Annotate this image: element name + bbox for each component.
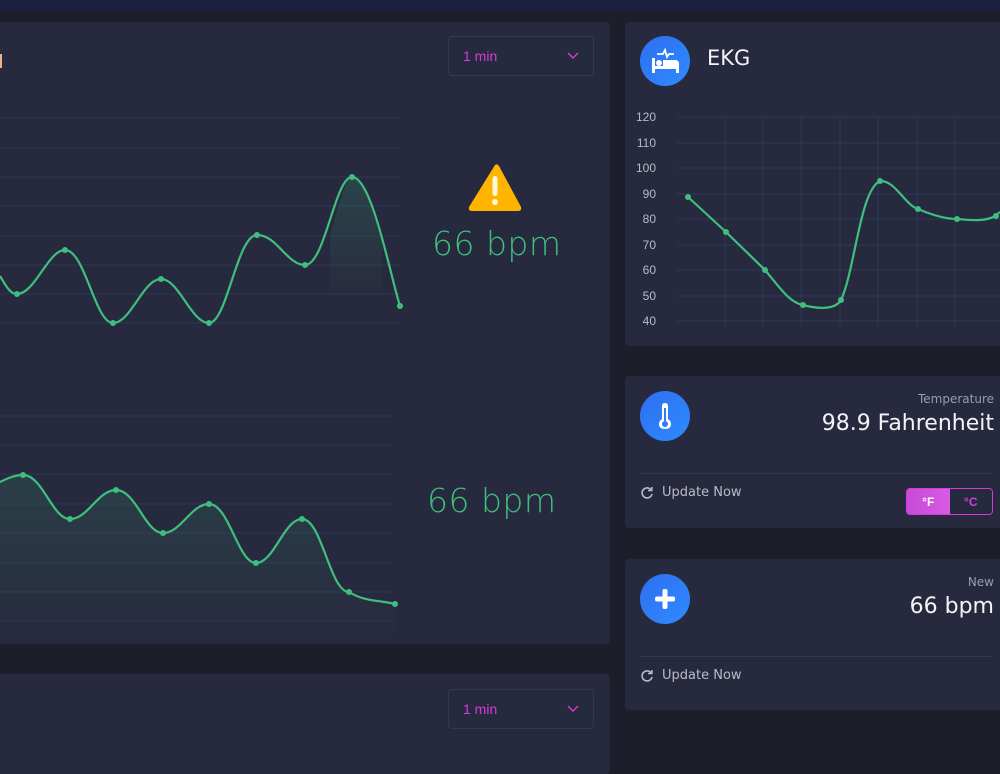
heart-rate-chart-1 [0,117,403,326]
svg-text:90: 90 [643,187,657,201]
new-value: 66 bpm [909,594,994,619]
svg-text:80: 80 [643,212,657,226]
top-bar [0,0,1000,12]
refresh-icon [641,486,653,499]
svg-text:50: 50 [643,289,657,303]
bottom-interval-select[interactable]: 1 min [448,689,594,729]
bed-heartbeat-icon [640,36,690,86]
card-title-fragment [0,54,2,68]
temperature-divider [640,473,993,474]
svg-text:60: 60 [643,263,657,277]
plus-icon[interactable] [640,574,690,624]
unit-fahrenheit-button[interactable]: °F [907,489,950,514]
ekg-title: EKG [707,46,751,70]
temperature-label: Temperature [917,392,994,406]
chevron-down-icon [567,705,579,712]
interval-select[interactable]: 1 min [448,36,594,76]
chevron-down-icon [567,52,579,59]
bottom-interval-select-value: 1 min [463,701,498,717]
temperature-update-button[interactable]: Update Now [640,485,742,500]
new-update-button[interactable]: Update Now [640,668,742,683]
new-divider [640,656,993,657]
unit-celsius-button[interactable]: °C [949,489,992,514]
temperature-unit-toggle: °F °C [906,488,993,515]
warning-triangle-icon [468,164,522,211]
new-update-label: Update Now [662,668,742,683]
temperature-value: 98.9 Fahrenheit [821,411,994,436]
thermometer-icon [640,391,690,441]
heart-rate-value-1: 66 bpm [432,224,562,263]
ekg-card [625,22,1000,346]
svg-text:70: 70 [643,238,657,252]
svg-text:120: 120 [636,110,656,124]
refresh-icon [641,669,653,682]
ekg-chart: 120 110 100 90 80 70 60 50 40 [636,110,1000,328]
svg-text:40: 40 [643,314,657,328]
heart-rate-value-2: 66 bpm [427,481,557,520]
svg-text:110: 110 [637,136,656,150]
interval-select-value: 1 min [463,48,498,64]
temperature-update-label: Update Now [662,485,742,500]
svg-text:100: 100 [636,161,656,175]
heart-rate-chart-2 [0,415,398,640]
new-label: New [967,575,994,589]
new-card [625,559,1000,710]
